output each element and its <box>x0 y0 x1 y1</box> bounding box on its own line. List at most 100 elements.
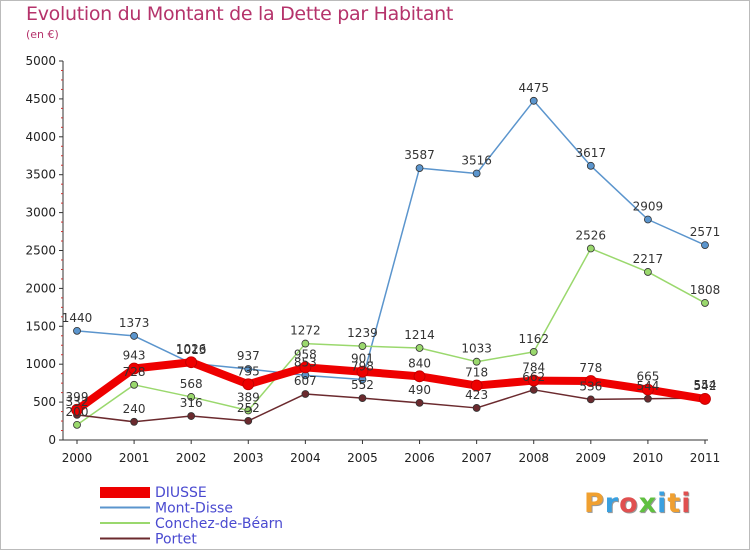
data-point <box>187 412 196 420</box>
data-point <box>242 378 255 391</box>
data-label: 784 <box>522 361 545 375</box>
data-label: 490 <box>408 383 431 397</box>
data-label: 853 <box>294 355 317 369</box>
data-point <box>642 383 654 396</box>
data-point <box>644 268 652 276</box>
data-point <box>358 394 367 403</box>
data-label: 2571 <box>690 225 721 239</box>
data-label: 240 <box>123 402 146 416</box>
x-tick-label: 2008 <box>518 451 549 465</box>
data-point <box>527 374 540 387</box>
data-label: 316 <box>180 396 203 410</box>
data-label: 423 <box>465 388 488 402</box>
data-point <box>586 244 595 253</box>
x-tick-label: 2010 <box>633 451 664 465</box>
data-point <box>187 393 196 401</box>
data-label: 1440 <box>62 311 93 325</box>
data-label: 552 <box>351 378 374 392</box>
proxiti-logo: Proxiti <box>584 488 692 519</box>
data-point <box>299 361 312 374</box>
data-label: 735 <box>237 364 260 378</box>
data-label: 399 <box>66 390 89 404</box>
data-point <box>529 348 538 356</box>
legend-entry: DIUSSE <box>155 485 207 501</box>
data-point <box>356 365 369 378</box>
data-label: 2909 <box>633 199 664 213</box>
data-label: 1026 <box>176 342 207 356</box>
y-tick-label: 2500 <box>25 244 56 258</box>
data-label: 958 <box>294 347 317 361</box>
data-point <box>130 417 138 426</box>
y-tick-label: 4000 <box>25 130 56 144</box>
x-tick-label: 2004 <box>290 451 321 465</box>
data-label: 1033 <box>461 342 492 356</box>
data-point <box>586 395 595 404</box>
data-point <box>73 326 81 335</box>
data-point <box>529 96 538 105</box>
y-tick-label: 5000 <box>25 54 56 68</box>
y-tick-label: 1000 <box>25 357 56 371</box>
y-tick-label: 4500 <box>25 92 56 106</box>
data-label: 798 <box>351 360 374 374</box>
data-label: 1808 <box>690 283 721 297</box>
data-point <box>415 164 424 173</box>
data-label: 332 <box>66 395 89 409</box>
data-point <box>472 357 481 366</box>
data-label: 718 <box>465 366 488 380</box>
data-label: 4475 <box>518 81 549 95</box>
data-label: 728 <box>123 365 146 379</box>
data-point <box>415 344 424 352</box>
data-point <box>73 420 81 429</box>
chart-title: Evolution du Montant de la Dette par Hab… <box>26 3 454 25</box>
y-tick-label: 2000 <box>25 281 56 295</box>
data-label: 2526 <box>576 229 607 243</box>
data-label: 1272 <box>290 324 321 338</box>
data-point <box>701 241 709 250</box>
data-point <box>244 406 253 415</box>
data-point <box>185 356 198 369</box>
x-tick-label: 2007 <box>461 451 492 465</box>
data-point <box>644 394 652 403</box>
data-label: 1373 <box>119 316 150 330</box>
data-label: 665 <box>636 370 659 384</box>
series-line-1 <box>76 100 706 381</box>
x-tick-label: 2009 <box>576 451 607 465</box>
data-label: 901 <box>351 352 374 366</box>
data-label: 3587 <box>404 148 435 162</box>
series-line-3 <box>76 389 706 423</box>
data-label: 662 <box>522 370 545 384</box>
data-label: 252 <box>237 401 260 415</box>
data-point <box>301 390 310 398</box>
data-label: 2217 <box>633 252 664 266</box>
data-point <box>586 161 595 170</box>
data-point <box>584 375 597 387</box>
x-tick-label: 2006 <box>404 451 435 465</box>
data-point <box>128 362 140 375</box>
data-label: 943 <box>123 349 146 363</box>
data-label: 1162 <box>518 332 549 346</box>
data-label: 1239 <box>347 326 378 340</box>
data-point <box>701 299 709 307</box>
x-tick-label: 2002 <box>176 451 207 465</box>
data-point <box>472 169 481 178</box>
data-label: 937 <box>237 349 260 363</box>
y-tick-label: 1500 <box>25 319 56 333</box>
x-tick-label: 2005 <box>347 451 378 465</box>
data-label: 554 <box>694 378 717 392</box>
x-tick-label: 2003 <box>233 451 264 465</box>
data-point <box>358 342 367 350</box>
y-tick-label: 3000 <box>25 206 56 220</box>
data-label: 542 <box>694 379 717 393</box>
data-point <box>644 215 652 224</box>
data-point <box>413 370 426 383</box>
data-label: 536 <box>579 379 602 393</box>
x-tick-label: 2011 <box>690 451 721 465</box>
data-point <box>415 398 424 407</box>
y-tick-label: 0 <box>48 433 56 447</box>
x-tick-label: 2001 <box>119 451 150 465</box>
data-point <box>470 379 483 392</box>
data-label: 200 <box>66 405 89 419</box>
legend-swatch <box>100 487 150 498</box>
